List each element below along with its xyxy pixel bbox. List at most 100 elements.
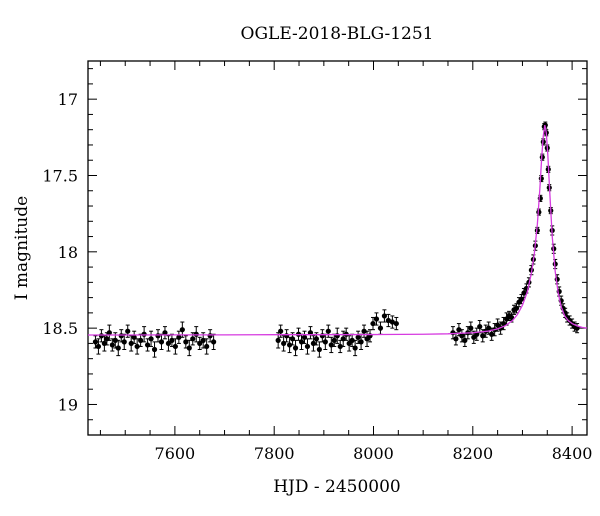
data-point [128,340,134,347]
data-point [331,337,337,343]
data-point [521,290,527,296]
data-point [301,334,308,340]
data-point [125,328,131,334]
data-point [148,336,154,342]
y-tick-label: 18.5 [42,319,78,338]
data-point [106,330,112,336]
data-point [197,340,203,347]
data-point [385,317,391,324]
x-axis-label: HJD - 2450000 [273,477,401,497]
data-point [370,320,376,327]
data-point [358,339,364,345]
y-axis-label: I magnitude [12,196,32,300]
y-tick-label: 17.5 [42,166,78,185]
x-tick-label: 7600 [155,444,196,463]
data-points [92,122,580,353]
data-point [275,337,281,343]
data-point [453,336,459,342]
data-point [334,333,340,339]
data-point [298,339,305,345]
data-point [131,334,137,340]
data-point [304,343,311,350]
plot-frame [87,60,588,436]
data-point [518,296,525,302]
data-point [165,340,172,347]
data-point [121,339,127,345]
data-point [477,324,483,330]
y-axis-ticks: 17 17.5 18 18.5 19 [42,68,587,436]
data-point [508,314,515,321]
data-point [325,328,331,334]
data-point [141,331,147,337]
x-tick-label: 8000 [353,444,394,463]
data-point [144,342,151,348]
y-tick-label: 17 [58,90,78,109]
data-point [389,319,395,325]
error-bars [93,121,580,358]
data-point [172,343,178,350]
data-point [115,345,121,351]
y-tick-label: 19 [58,395,78,414]
x-tick-label: 8400 [552,444,593,463]
data-point [158,339,165,345]
x-tick-label: 8200 [452,444,493,463]
data-point [322,339,328,345]
data-point [200,337,206,343]
data-point [162,330,168,336]
x-axis-ticks: 7600 7800 8000 8200 8400 [99,61,593,463]
data-point [307,330,314,336]
data-point [319,333,325,339]
data-point [337,343,343,350]
data-point [281,340,287,347]
data-point [349,337,355,343]
data-point [313,336,319,342]
data-point [186,345,192,351]
data-point [286,342,293,348]
data-point [513,305,520,311]
data-point [112,337,118,343]
data-point [109,342,115,348]
data-point [538,175,544,182]
data-point [169,337,175,343]
data-point [459,333,465,339]
data-point [183,339,189,345]
data-point [190,336,196,342]
data-point [98,333,105,339]
data-point [211,339,217,345]
data-point [179,327,185,333]
data-point [468,325,474,331]
data-point [207,333,213,339]
data-point [176,334,182,340]
data-point [456,327,462,333]
data-point [361,328,367,334]
data-point [352,345,358,351]
data-point [310,340,317,347]
data-point [486,325,492,331]
data-point [462,337,468,343]
data-point [316,346,322,353]
data-point [450,330,456,336]
data-point [101,340,107,347]
data-point [489,331,495,337]
data-point [500,320,507,327]
data-point [381,313,388,319]
data-point [289,336,296,342]
chart-title: OGLE-2018-BLG-1251 [241,24,434,44]
model-curve [88,124,588,336]
data-point [377,325,384,331]
data-point [292,345,299,351]
data-point [284,333,290,339]
data-point [95,343,102,350]
data-point [278,328,284,334]
data-point [118,333,124,339]
data-point [480,333,486,339]
data-point [151,346,158,353]
data-point [340,336,346,342]
data-point [92,339,99,345]
data-point [328,342,334,348]
y-tick-label: 18 [58,243,78,262]
data-point [104,336,110,342]
x-tick-label: 7800 [254,444,295,463]
